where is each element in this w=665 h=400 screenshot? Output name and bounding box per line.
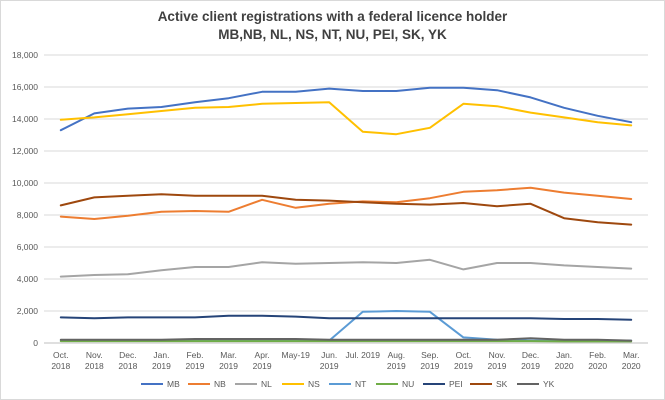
x-tick-label: Jun.	[321, 350, 337, 360]
x-tick-label: Nov.	[489, 350, 506, 360]
x-tick-label-year: 2019	[488, 361, 507, 371]
series-line-pei	[59, 314, 633, 321]
x-tick-label: Aug.	[388, 350, 406, 360]
series-line-yk	[59, 337, 633, 342]
y-tick-label: 0	[33, 338, 38, 348]
x-tick-label: Jan.	[556, 350, 572, 360]
x-tick-label: Sep.	[421, 350, 439, 360]
y-tick-label: 10,000	[12, 178, 38, 188]
x-tick-label-year: 2020	[555, 361, 574, 371]
chart-title: Active client registrations with a feder…	[157, 9, 508, 24]
x-tick-label-year: 2019	[320, 361, 339, 371]
x-tick-label: Oct.	[53, 350, 69, 360]
series-line-ns	[59, 101, 633, 136]
x-tick-label-year: 2019	[186, 361, 205, 371]
y-tick-label: 8,000	[17, 210, 39, 220]
x-tick-label-year: 2019	[152, 361, 171, 371]
x-tick-label: Mar.	[220, 350, 237, 360]
x-tick-label-year: 2020	[622, 361, 641, 371]
legend-label-mb: MB	[167, 379, 180, 389]
legend-label-ns: NS	[308, 379, 320, 389]
legend-label-yk: YK	[543, 379, 555, 389]
legend-label-nl: NL	[261, 379, 272, 389]
chart-subtitle: MB,NB, NL, NS, NT, NU, PEI, SK, YK	[218, 27, 447, 42]
y-tick-label: 12,000	[12, 146, 38, 156]
y-tick-label: 18,000	[12, 50, 38, 60]
x-tick-label-year: 2018	[85, 361, 104, 371]
x-tick-label-year: 2019	[219, 361, 238, 371]
legend-label-sk: SK	[496, 379, 508, 389]
y-tick-label: 2,000	[17, 306, 39, 316]
series-line-mb	[59, 86, 633, 132]
x-tick-label: Feb.	[589, 350, 606, 360]
x-tick-label: Nov.	[86, 350, 103, 360]
y-tick-label: 14,000	[12, 114, 38, 124]
x-tick-label: Dec.	[119, 350, 136, 360]
x-tick-label: Mar.	[623, 350, 640, 360]
y-tick-label: 4,000	[17, 274, 39, 284]
x-tick-label: Jul. 2019	[346, 350, 381, 360]
x-tick-label-year: 2019	[253, 361, 272, 371]
series-line-nl	[59, 258, 633, 278]
x-tick-label-year: 2018	[51, 361, 70, 371]
series-line-nt	[59, 310, 633, 342]
legend-label-pei: PEI	[449, 379, 463, 389]
x-tick-label-year: 2019	[420, 361, 439, 371]
x-tick-label: Oct.	[456, 350, 472, 360]
y-tick-label: 16,000	[12, 82, 38, 92]
x-tick-label: May-19	[281, 350, 310, 360]
x-tick-label: Apr.	[255, 350, 270, 360]
y-tick-label: 6,000	[17, 242, 39, 252]
x-tick-label: Dec.	[522, 350, 539, 360]
x-tick-label: Feb.	[186, 350, 203, 360]
series-line-nb	[59, 186, 633, 220]
x-tick-label-year: 2019	[521, 361, 540, 371]
x-tick-label: Jan.	[153, 350, 169, 360]
series-line-sk	[59, 193, 633, 226]
legend-label-nt: NT	[355, 379, 366, 389]
legend-label-nu: NU	[402, 379, 414, 389]
legend-label-nb: NB	[214, 379, 226, 389]
x-tick-label-year: 2019	[387, 361, 406, 371]
x-tick-label-year: 2020	[588, 361, 607, 371]
x-tick-label-year: 2018	[118, 361, 137, 371]
x-tick-label-year: 2019	[454, 361, 473, 371]
